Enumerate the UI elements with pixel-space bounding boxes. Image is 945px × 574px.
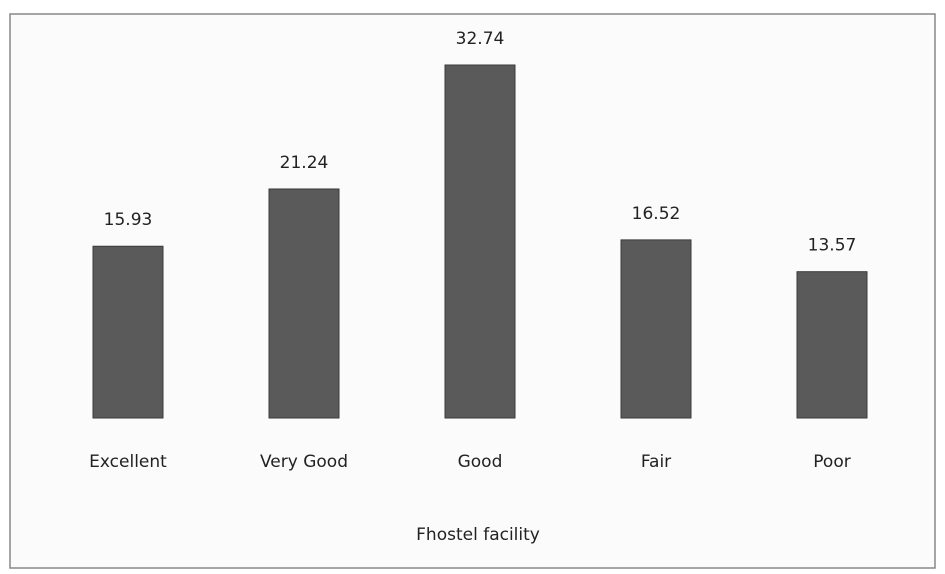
value-label: 15.93 [104, 210, 153, 230]
bar [444, 64, 516, 419]
bar [92, 245, 164, 419]
value-label: 16.52 [632, 204, 681, 224]
value-label: 32.74 [456, 29, 505, 49]
x-axis-label: Fhostel facility [416, 525, 540, 545]
x-tick-label: Poor [813, 452, 850, 472]
bar [620, 239, 692, 419]
bar [268, 188, 340, 419]
x-tick-label: Good [458, 452, 503, 472]
x-tick-label: Fair [641, 452, 671, 472]
x-tick-label: Very Good [260, 452, 348, 472]
x-tick-label: Excellent [89, 452, 167, 472]
bar [796, 271, 868, 419]
value-label: 13.57 [808, 236, 857, 256]
value-label: 21.24 [280, 153, 329, 173]
